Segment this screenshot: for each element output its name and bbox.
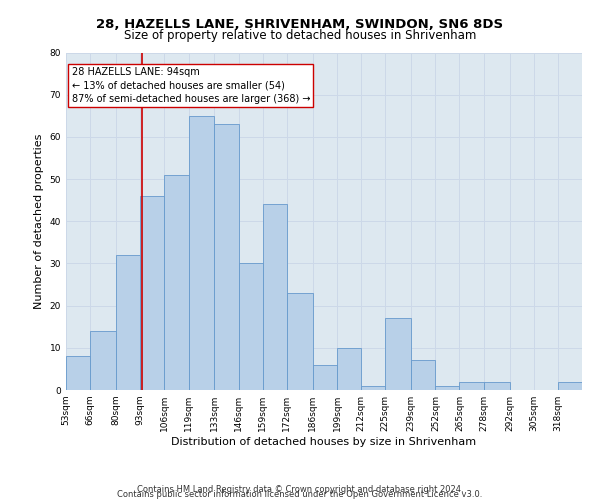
Text: Contains public sector information licensed under the Open Government Licence v3: Contains public sector information licen…: [118, 490, 482, 499]
Text: Contains HM Land Registry data © Crown copyright and database right 2024.: Contains HM Land Registry data © Crown c…: [137, 485, 463, 494]
Bar: [385, 318, 411, 390]
Bar: [460, 382, 484, 390]
Bar: [411, 360, 436, 390]
Bar: [337, 348, 361, 390]
Bar: [287, 293, 313, 390]
Bar: [90, 331, 116, 390]
Bar: [214, 124, 239, 390]
Bar: [313, 364, 337, 390]
Bar: [436, 386, 460, 390]
Bar: [116, 255, 140, 390]
Bar: [558, 382, 582, 390]
Y-axis label: Number of detached properties: Number of detached properties: [34, 134, 44, 309]
Bar: [66, 356, 90, 390]
Text: 28 HAZELLS LANE: 94sqm
← 13% of detached houses are smaller (54)
87% of semi-det: 28 HAZELLS LANE: 94sqm ← 13% of detached…: [71, 68, 310, 104]
Bar: [239, 264, 263, 390]
Bar: [263, 204, 287, 390]
Bar: [361, 386, 385, 390]
Bar: [140, 196, 164, 390]
X-axis label: Distribution of detached houses by size in Shrivenham: Distribution of detached houses by size …: [172, 437, 476, 447]
Bar: [484, 382, 509, 390]
Text: 28, HAZELLS LANE, SHRIVENHAM, SWINDON, SN6 8DS: 28, HAZELLS LANE, SHRIVENHAM, SWINDON, S…: [97, 18, 503, 30]
Text: Size of property relative to detached houses in Shrivenham: Size of property relative to detached ho…: [124, 29, 476, 42]
Bar: [188, 116, 214, 390]
Bar: [164, 175, 188, 390]
